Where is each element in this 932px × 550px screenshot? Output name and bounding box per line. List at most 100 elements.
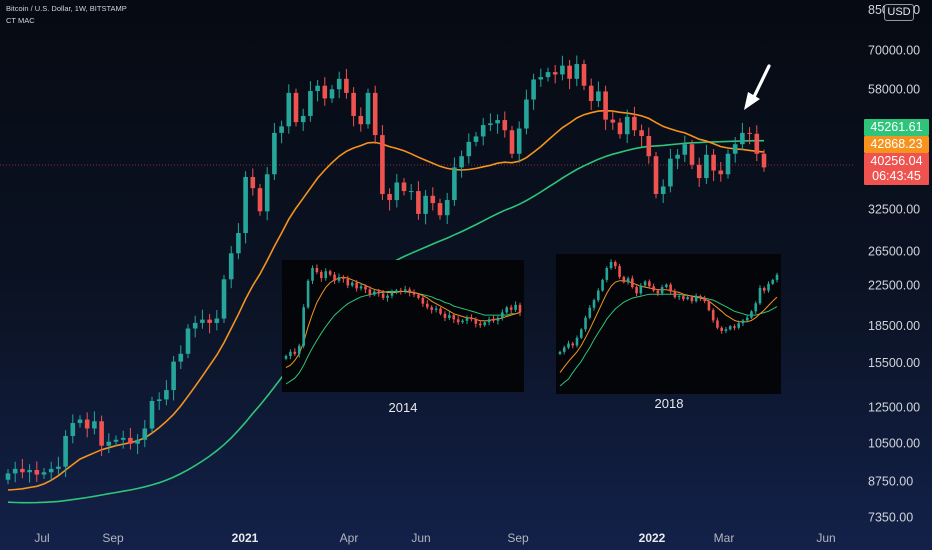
candle-body (264, 174, 270, 212)
currency-badge[interactable]: USD (884, 4, 914, 21)
candle-body (311, 268, 314, 281)
candle-body (20, 468, 25, 473)
y-tick-label: 15500.00 (868, 356, 920, 370)
candle-body (596, 91, 601, 102)
candle-body (300, 115, 306, 123)
candle-body (120, 437, 126, 440)
candle-body (720, 327, 723, 331)
candle-body (552, 72, 558, 75)
candle-body (92, 421, 97, 429)
candle-body (430, 307, 433, 310)
candle-body (27, 469, 32, 473)
candle-body (461, 320, 464, 323)
y-tick-label: 10500.00 (868, 437, 920, 451)
main-series (5, 55, 767, 504)
candle-body (728, 326, 732, 330)
candle-body (470, 317, 473, 320)
candle-body (333, 274, 336, 281)
candle-body (558, 351, 562, 354)
candle-body (665, 284, 668, 288)
candle-body (351, 92, 356, 116)
candle-body (448, 315, 451, 318)
candle-body (302, 307, 305, 346)
candle-body (444, 200, 450, 216)
x-tick-label: Jun (411, 531, 430, 545)
candle-body (686, 297, 689, 300)
candle-body (99, 421, 104, 446)
x-tick-label: 2021 (232, 531, 259, 545)
candle-body (63, 435, 68, 467)
candle-body (394, 182, 400, 201)
candle-body (496, 317, 500, 321)
candle-body (315, 268, 319, 273)
candle-body (516, 128, 522, 154)
candle-body (478, 323, 482, 326)
price-tag-ma-slow: 45261.61 (864, 119, 929, 136)
x-axis: Jul Sep 2021 Apr Jun Sep 2022 Mar Jun (34, 531, 835, 545)
candle-body (724, 329, 728, 331)
candle-body (716, 320, 719, 328)
candle-body (567, 65, 572, 79)
indicator-label[interactable]: CT MAC (6, 16, 35, 25)
candle-body (588, 307, 592, 318)
y-tick-label: 26500.00 (868, 245, 920, 259)
candle-body (358, 115, 364, 125)
symbol-title: Bitcoin / U.S. Dollar, 1W, BITSTAMP (6, 4, 127, 13)
candle-body (106, 441, 112, 446)
candle-body (425, 303, 429, 308)
candle-body (456, 319, 460, 323)
y-tick-label: 18500.00 (868, 319, 920, 333)
candle-body (704, 154, 709, 179)
candle-body (767, 283, 770, 291)
candle-body (214, 318, 220, 323)
candle-body (509, 130, 515, 154)
candle-body (648, 281, 651, 287)
candle-body (164, 390, 169, 400)
candle-body (538, 77, 544, 80)
candle-body (399, 290, 403, 292)
y-tick-label: 58000.00 (868, 82, 920, 96)
candle-body (192, 322, 198, 329)
candle-body (372, 92, 378, 136)
candle-body (733, 326, 736, 328)
candle-body (465, 317, 469, 321)
candle-body (401, 182, 407, 192)
inset-ma-slow-line (559, 293, 778, 387)
candle-body (41, 472, 47, 475)
candle-body (660, 186, 666, 195)
candle-body (306, 280, 310, 308)
candle-body (250, 176, 256, 189)
candle-body (524, 99, 529, 129)
candle-body (675, 154, 680, 159)
inset-caption: 2014 (389, 400, 418, 415)
candle-body (359, 286, 363, 289)
candle-body (403, 289, 407, 292)
candle-body (673, 291, 677, 298)
candle-body (416, 191, 421, 214)
inset-caption: 2018 (655, 396, 684, 411)
price-tag-last: 40256.04 (864, 153, 929, 170)
candle-body (669, 284, 672, 292)
candle-body (610, 119, 616, 123)
candle-body (754, 303, 758, 312)
candle-body (718, 170, 724, 175)
candle-body (618, 266, 621, 277)
candle-body (488, 123, 493, 126)
candle-body (228, 253, 234, 280)
candle-body (200, 319, 205, 323)
candle-body (329, 89, 335, 99)
ma-fast-line (7, 109, 765, 491)
y-tick-label: 70000.00 (868, 43, 920, 57)
candle-body (668, 158, 673, 187)
candle-body (771, 279, 775, 284)
x-tick-label: 2022 (639, 531, 666, 545)
candle-body (272, 132, 277, 175)
candle-body (614, 262, 617, 267)
candle-body (328, 271, 332, 275)
candle-body (113, 439, 119, 442)
candle-body (690, 297, 694, 302)
candle-body (286, 92, 292, 127)
inset-chart-2018: 2018 (556, 254, 781, 411)
